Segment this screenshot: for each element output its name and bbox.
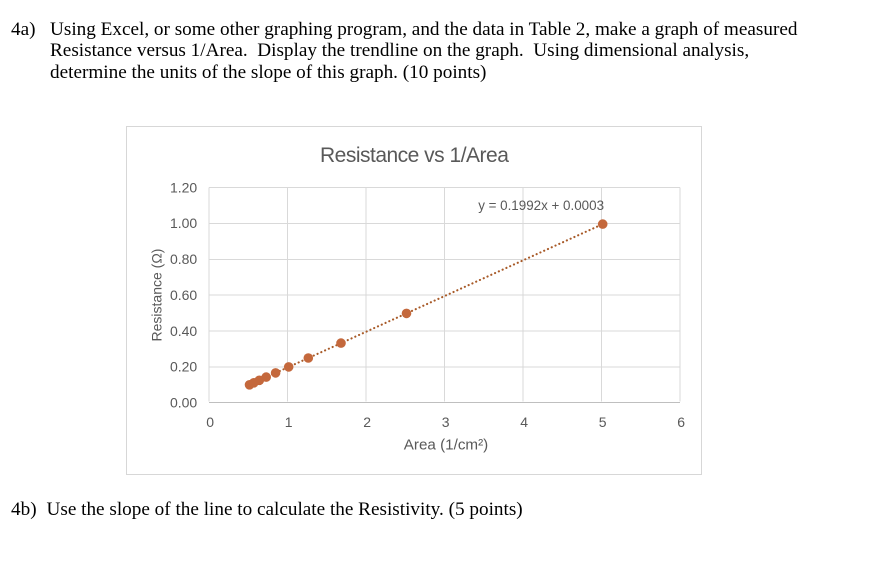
svg-text:0.60: 0.60 (170, 287, 197, 303)
svg-text:5: 5 (599, 414, 607, 430)
svg-text:0: 0 (206, 414, 214, 430)
svg-text:Area (1/cm²): Area (1/cm²) (404, 437, 488, 454)
svg-text:1.20: 1.20 (170, 179, 197, 195)
svg-text:0.80: 0.80 (170, 251, 197, 267)
svg-text:0.20: 0.20 (170, 359, 197, 375)
svg-text:y = 0.1992x + 0.0003: y = 0.1992x + 0.0003 (478, 198, 604, 213)
svg-text:Resistance vs 1/Area: Resistance vs 1/Area (320, 144, 509, 167)
svg-text:3: 3 (442, 414, 450, 430)
svg-text:6: 6 (677, 414, 685, 430)
svg-text:1.00: 1.00 (170, 215, 197, 231)
svg-text:Resistance (Ω): Resistance (Ω) (149, 249, 165, 342)
svg-text:0.40: 0.40 (170, 323, 197, 339)
svg-text:0.00: 0.00 (170, 395, 197, 411)
svg-text:4: 4 (520, 414, 528, 430)
svg-text:2: 2 (363, 414, 371, 430)
svg-text:1: 1 (285, 414, 293, 430)
